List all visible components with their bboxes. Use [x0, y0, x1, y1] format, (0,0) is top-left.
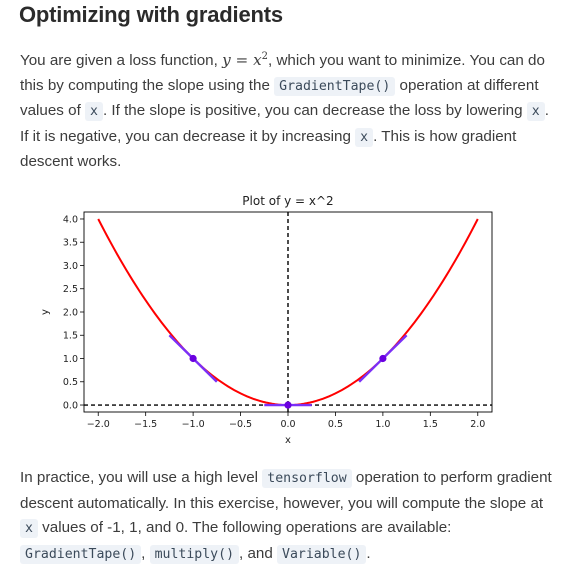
chart-title: Plot of y = x^2 — [242, 194, 333, 208]
practice-paragraph: In practice, you will use a high level t… — [20, 469, 552, 564]
y-tick-label: 0.5 — [63, 377, 78, 388]
y-tick-label: 4.0 — [63, 214, 78, 225]
data-point-1 — [284, 401, 292, 409]
x-tick-label: 0.5 — [328, 419, 343, 430]
x-axis-label: x — [285, 435, 291, 446]
inline-code-x: x — [85, 102, 103, 122]
inline-code-x: x — [526, 102, 545, 122]
inline-code-x: x — [20, 519, 38, 538]
data-point-0 — [189, 354, 197, 363]
intro-paragraph: You are given a loss function, y = x2, w… — [20, 51, 549, 171]
inline-code-variable: Variable() — [277, 544, 367, 564]
x-tick-label: 1.0 — [375, 419, 390, 430]
x-tick-label: 2.0 — [470, 419, 485, 430]
inline-code-tensorflow: tensorflow — [262, 469, 352, 488]
plot-svg: Plot of y = x^2 −2.0 −1.5 −1.0 −0.5 0.0 0.5 1.… — [40, 194, 493, 446]
inline-code-gradienttape: GradientTape() — [274, 76, 396, 96]
x-tick-label: −1.5 — [134, 419, 157, 430]
y-tick-label: 0.0 — [63, 400, 78, 411]
y-tick-label: 3.5 — [63, 238, 78, 249]
page-title: Optimizing with gradients — [19, 2, 283, 27]
y-tick-label: 3.0 — [63, 261, 78, 272]
y-tick-label: 2.5 — [63, 284, 78, 295]
y-axis-label: y — [40, 309, 51, 315]
x-tick-label: −1.0 — [182, 419, 205, 430]
inline-code-gradienttape: GradientTape() — [20, 544, 142, 564]
y-tick-label: 1.0 — [63, 354, 78, 365]
data-point-2 — [379, 354, 387, 363]
x-tick-label: −0.5 — [229, 419, 252, 430]
inline-code-multiply: multiply() — [149, 544, 240, 564]
plot-figure: Plot of y = x^2 −2.0 −1.5 −1.0 −0.5 0.0 0.5 1.… — [20, 190, 500, 451]
x-tick-label: −2.0 — [87, 419, 110, 430]
y-tick-label: 2.0 — [63, 307, 78, 318]
inline-code-x: x — [355, 127, 374, 147]
x-tick-label: 1.5 — [423, 419, 438, 430]
y-tick-label: 1.5 — [63, 331, 78, 342]
equation: y = x2 — [222, 51, 269, 70]
x-tick-label: 0.0 — [280, 419, 295, 430]
